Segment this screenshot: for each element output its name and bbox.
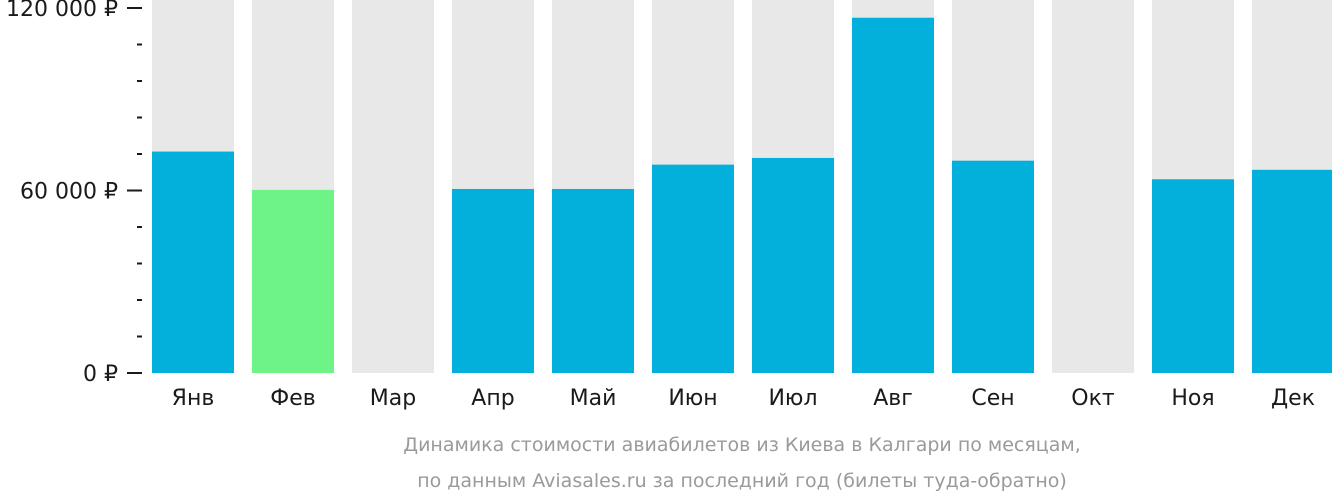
bar-background-3 xyxy=(352,0,434,373)
x-tick-label: Ноя xyxy=(1171,386,1214,411)
x-tick-label: Сен xyxy=(971,386,1014,411)
x-tick-label: Дек xyxy=(1271,386,1315,411)
x-tick-label: Май xyxy=(570,386,617,411)
bar-background-10 xyxy=(1052,0,1134,373)
y-tick-label: 0 ₽ xyxy=(83,362,118,387)
caption-line-2: по данным Aviasales.ru за последний год … xyxy=(417,470,1067,492)
y-axis: 0 ₽ 60 000 ₽ 120 000 ₽ xyxy=(6,0,142,387)
y-tick-label: 120 000 ₽ xyxy=(6,0,118,22)
bar-5 xyxy=(552,188,634,373)
x-axis-labels: Янв Фев Мар Апр Май Июн Июл Авг Сен Окт Ноя Дек xyxy=(172,386,1315,411)
caption-line-1: Динамика стоимости авиабилетов из Киева … xyxy=(403,434,1081,456)
y-tick-label: 60 000 ₽ xyxy=(20,180,118,205)
bar-8 xyxy=(852,17,934,373)
x-tick-label: Янв xyxy=(172,386,215,411)
x-tick-label: Июн xyxy=(668,386,717,411)
bar-9 xyxy=(952,160,1034,373)
bar-4 xyxy=(452,188,534,373)
bar-12 xyxy=(1252,169,1332,373)
x-tick-label: Июл xyxy=(768,386,817,411)
x-tick-label: Окт xyxy=(1071,386,1115,411)
x-tick-label: Фев xyxy=(270,386,315,411)
bar-11 xyxy=(1152,179,1234,373)
bars-group xyxy=(152,0,1332,373)
x-tick-label: Авг xyxy=(873,386,913,411)
bar-6 xyxy=(652,164,734,373)
bar-7 xyxy=(752,157,834,373)
x-tick-label: Мар xyxy=(370,386,416,411)
bar-2 xyxy=(252,189,334,373)
x-tick-label: Апр xyxy=(471,386,514,411)
bar-1 xyxy=(152,151,234,373)
